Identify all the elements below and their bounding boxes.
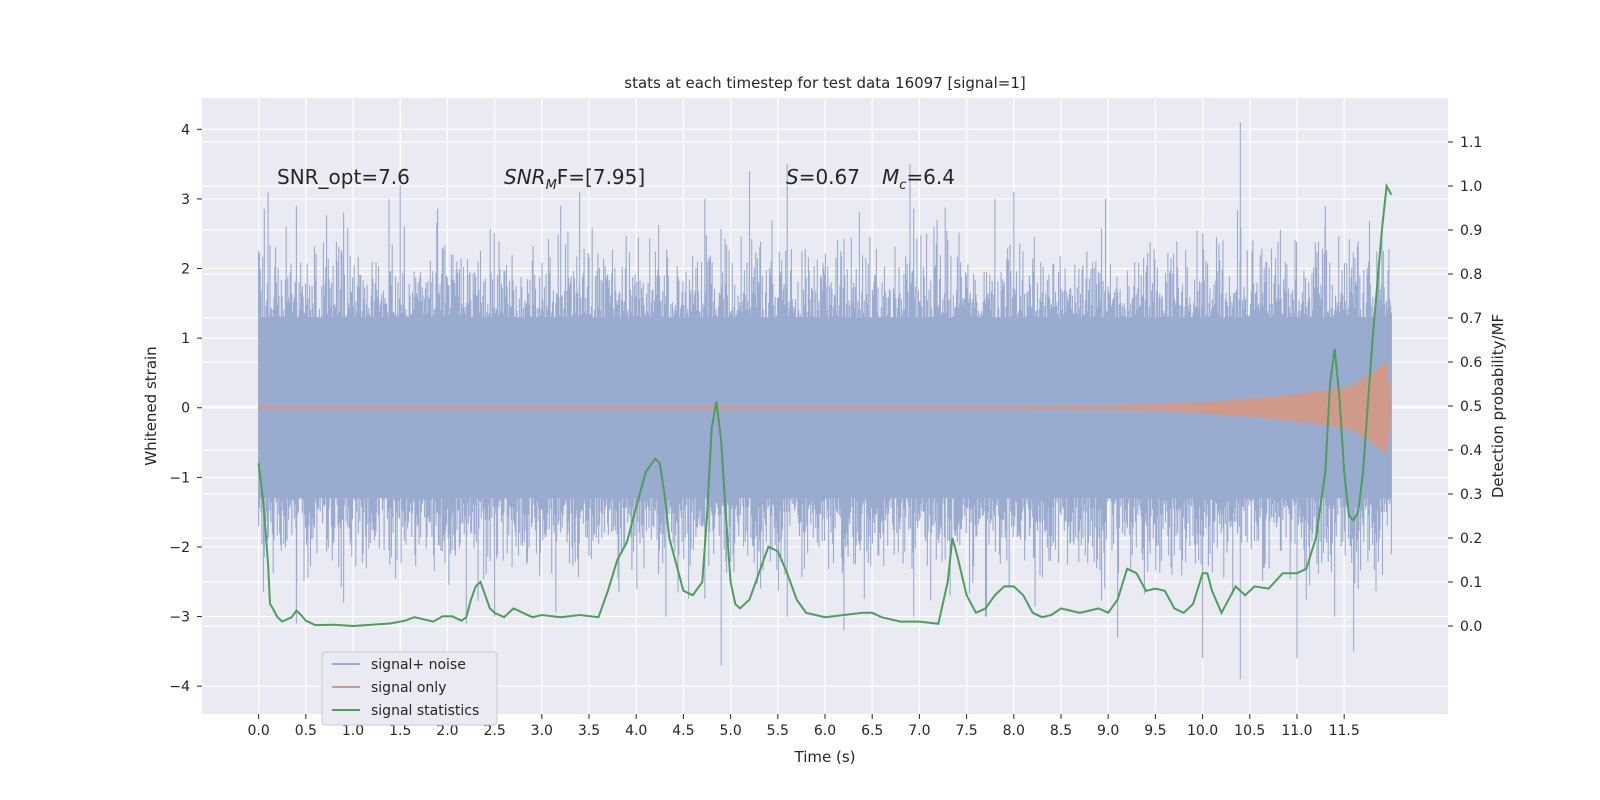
x-tick-label: 10.0 xyxy=(1187,723,1218,739)
x-tick-label: 2.5 xyxy=(483,723,505,739)
legend: signal+ noise signal only signal statist… xyxy=(321,651,498,726)
signal-statistics-series xyxy=(257,182,1393,628)
x-tick-label: 5.5 xyxy=(767,723,789,739)
y-tick-label: 4 xyxy=(181,122,190,138)
y-right-tick-label: 0.3 xyxy=(1460,487,1482,503)
annotation-s: S=0.67 xyxy=(786,165,860,189)
y-right-tick-label: 1.0 xyxy=(1460,179,1482,195)
x-tick-label: 2.0 xyxy=(436,723,458,739)
x-tick-label: 6.5 xyxy=(861,723,883,739)
y-right-tick-label: 0.8 xyxy=(1460,267,1482,283)
x-tick-label: 9.5 xyxy=(1144,723,1166,739)
x-tick-label: 0.5 xyxy=(295,723,317,739)
y-tick-label: −3 xyxy=(169,610,190,626)
y-tick-label: −4 xyxy=(169,679,190,695)
annotation-snr-mf: SNRMF=[7.95] xyxy=(504,165,645,193)
x-tick-label: 5.0 xyxy=(719,723,741,739)
y-tick-label: −1 xyxy=(169,470,190,486)
x-tick-label: 7.5 xyxy=(955,723,977,739)
legend-label-statistics: signal statistics xyxy=(371,703,479,719)
x-tick-label: 6.0 xyxy=(814,723,836,739)
legend-label-signal: signal only xyxy=(371,680,446,696)
x-tick-label: 3.0 xyxy=(531,723,553,739)
x-tick-label: 4.0 xyxy=(625,723,647,739)
x-tick-label: 11.0 xyxy=(1281,723,1312,739)
y-axis-right-label: Detection probability/MF xyxy=(1489,314,1507,498)
x-tick-label: 8.5 xyxy=(1050,723,1072,739)
y-tick-label: 1 xyxy=(181,331,190,347)
x-tick-label: 11.5 xyxy=(1329,723,1360,739)
y-tick-label: 3 xyxy=(181,192,190,208)
y-right-tick-label: 0.0 xyxy=(1460,619,1482,635)
x-tick-label: 0.0 xyxy=(248,723,270,739)
y-right-tick-label: 0.5 xyxy=(1460,399,1482,415)
y-right-tick-label: 0.2 xyxy=(1460,531,1482,547)
y-right-tick-label: 1.1 xyxy=(1460,135,1482,151)
y-right-tick-label: 0.9 xyxy=(1460,223,1482,239)
y-tick-label: −2 xyxy=(169,540,190,556)
y-tick-label: 2 xyxy=(181,262,190,278)
y-right-tick-label: 0.7 xyxy=(1460,311,1482,327)
y-right-tick-label: 0.4 xyxy=(1460,443,1482,459)
signal-only-series xyxy=(258,361,1392,454)
annotation-mc: Mc=6.4 xyxy=(882,165,955,193)
y-tick-label: 0 xyxy=(181,401,190,417)
x-tick-label: 1.5 xyxy=(389,723,411,739)
chart-title: stats at each timestep for test data 160… xyxy=(624,74,1025,92)
y-axis-label: Whitened strain xyxy=(142,346,160,465)
x-tick-label: 10.5 xyxy=(1234,723,1265,739)
x-axis-label: Time (s) xyxy=(794,748,856,766)
x-tick-label: 7.0 xyxy=(908,723,930,739)
y-right-tick-label: 0.1 xyxy=(1460,575,1482,591)
x-tick-label: 1.0 xyxy=(342,723,364,739)
legend-box xyxy=(321,651,498,726)
x-tick-label: 9.0 xyxy=(1097,723,1119,739)
axes: 0.0 0.5 1.0 1.5 2.0 2.5 3.0 3.5 4.0 4.5 5.0 5.5 6.0 6… xyxy=(169,122,1482,739)
y-right-tick-label: 0.6 xyxy=(1460,355,1482,371)
x-tick-label: 3.5 xyxy=(578,723,600,739)
annotation-snr-opt: SNR_opt=7.6 xyxy=(277,165,410,189)
x-tick-label: 8.0 xyxy=(1003,723,1025,739)
legend-label-noise: signal+ noise xyxy=(371,657,466,673)
x-tick-label: 4.5 xyxy=(672,723,694,739)
